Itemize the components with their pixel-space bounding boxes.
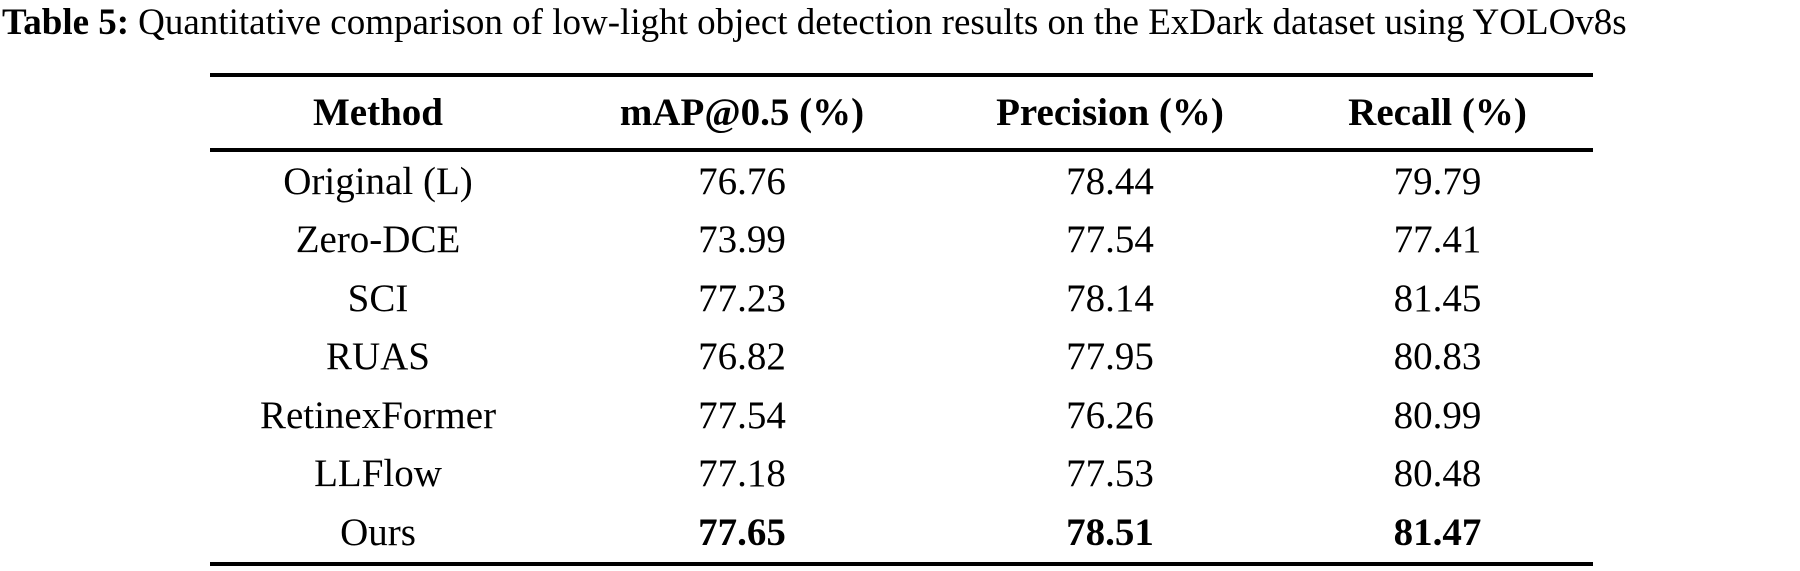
method-cell: SCI (347, 276, 409, 320)
map-cell: 73.99 (698, 218, 786, 262)
recall-cell: 80.99 (1393, 393, 1482, 437)
header-map: mAP@0.5 (%) (619, 91, 865, 134)
method-cell: RetinexFormer (259, 393, 497, 437)
table-caption-text: Quantitative comparison of low-light obj… (138, 2, 1627, 43)
header-precision: Precision (%) (996, 91, 1224, 134)
table-row: Original (L) 76.76 78.44 79.79 (210, 152, 1593, 211)
table-row-ours: Ours 77.65 78.51 81.47 (210, 503, 1593, 562)
map-cell: 76.76 (698, 159, 786, 203)
table-row: RetinexFormer 77.54 76.26 80.99 (210, 386, 1593, 445)
method-cell: LLFlow (314, 452, 442, 496)
precision-cell: 77.95 (1066, 335, 1154, 379)
map-cell: 77.23 (698, 276, 786, 320)
header-recall: Recall (%) (1348, 91, 1527, 134)
precision-cell: 78.14 (1066, 276, 1154, 320)
results-table: Method mAP@0.5 (%) Precision (%) Recall … (210, 73, 1593, 566)
recall-cell: 77.41 (1393, 218, 1482, 262)
method-cell: Ours (340, 510, 416, 554)
table-row: LLFlow 77.18 77.53 80.48 (210, 445, 1593, 504)
map-cell: 76.82 (698, 335, 786, 379)
table-caption-label: Table 5: (2, 2, 130, 43)
precision-cell: 78.44 (1066, 159, 1154, 203)
table-row: Zero-DCE 73.99 77.54 77.41 (210, 211, 1593, 270)
table-header-row: Method mAP@0.5 (%) Precision (%) Recall … (210, 77, 1593, 152)
recall-cell: 80.83 (1393, 335, 1482, 379)
method-cell: Original (L) (283, 159, 473, 203)
precision-cell: 77.54 (1066, 218, 1154, 262)
table-caption: Table 5: Quantitative comparison of low-l… (2, 2, 1627, 45)
table-row: SCI 77.23 78.14 81.45 (210, 269, 1593, 328)
method-cell: Zero-DCE (295, 218, 461, 262)
map-cell: 77.18 (698, 452, 786, 496)
table-row: RUAS 76.82 77.95 80.83 (210, 328, 1593, 387)
recall-cell: 81.45 (1393, 276, 1482, 320)
recall-cell: 79.79 (1393, 159, 1482, 203)
precision-cell: 77.53 (1066, 452, 1154, 496)
recall-cell: 80.48 (1393, 452, 1482, 496)
map-cell: 77.65 (698, 510, 786, 554)
method-cell: RUAS (325, 335, 431, 379)
precision-cell: 76.26 (1066, 393, 1154, 437)
map-cell: 77.54 (698, 393, 786, 437)
recall-cell: 81.47 (1393, 510, 1482, 554)
header-method: Method (313, 91, 443, 134)
precision-cell: 78.51 (1066, 510, 1154, 554)
